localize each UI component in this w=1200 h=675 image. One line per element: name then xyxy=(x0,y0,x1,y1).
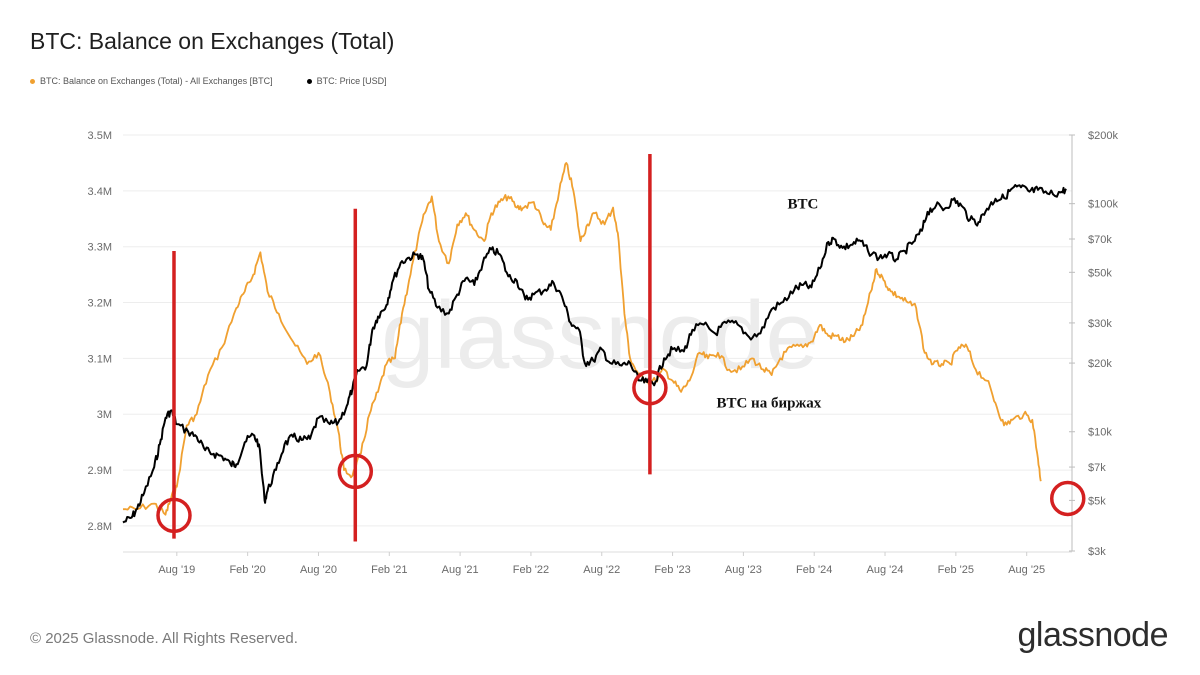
legend-label-balance: BTC: Balance on Exchanges (Total) - All … xyxy=(40,76,273,86)
y-right-tick-label: $7k xyxy=(1088,462,1106,474)
y-right-tick-label: $20k xyxy=(1088,358,1112,370)
y-right-tick-label: $10k xyxy=(1088,427,1112,439)
y-left-tick-label: 3.2M xyxy=(88,298,112,310)
y-left-tick-label: 3.1M xyxy=(88,353,112,365)
x-tick-label: Feb '24 xyxy=(796,564,832,576)
x-tick-label: Aug '24 xyxy=(867,564,904,576)
x-tick-label: Feb '22 xyxy=(513,564,549,576)
x-tick-label: Aug '21 xyxy=(442,564,479,576)
annotation-circle xyxy=(337,453,374,490)
y-right-tick-label: $200k xyxy=(1088,130,1118,142)
x-tick-label: Aug '25 xyxy=(1008,564,1045,576)
x-tick-label: Aug '23 xyxy=(725,564,762,576)
y-right-tick-label: $30k xyxy=(1088,318,1112,330)
copyright-text: © 2025 Glassnode. All Rights Reserved. xyxy=(30,630,298,647)
x-tick-label: Aug '22 xyxy=(583,564,620,576)
x-tick-label: Aug '19 xyxy=(158,564,195,576)
legend-dot-icon xyxy=(306,78,312,84)
chart-legend: BTC: Balance on Exchanges (Total) - All … xyxy=(30,76,387,86)
annotation-circle xyxy=(156,497,192,534)
legend-dot-icon xyxy=(30,78,35,84)
x-tick-label: Feb '20 xyxy=(229,564,265,576)
y-left-tick-label: 2.9M xyxy=(88,465,112,477)
annotation-label-btc-on-exchanges: BTC на биржах xyxy=(716,395,821,411)
legend-item-price[interactable]: BTC: Price [USD] xyxy=(306,76,387,86)
y-right-tick-label: $70k xyxy=(1088,234,1112,246)
x-tick-label: Aug '20 xyxy=(300,564,337,576)
annotation-label-btc: BTC xyxy=(787,197,818,213)
price-series-line xyxy=(122,184,1067,524)
chart-canvas: glassnode 2.8M2.9M3M3.1M3.2M3.3M3.4M3.5M… xyxy=(88,130,1119,576)
x-tick-label: Feb '25 xyxy=(938,564,974,576)
y-right-tick-label: $5k xyxy=(1088,495,1106,507)
annotation-circle xyxy=(1050,480,1086,517)
y-left-tick-label: 3M xyxy=(97,409,112,421)
y-right-tick-label: $100k xyxy=(1088,199,1118,211)
y-right-tick-label: $3k xyxy=(1088,546,1106,558)
chart-axes: 2.8M 2.9M 3M 3.1M 3.2M 3.3M 3.4M 3.5M $3k $5k $7k $… xyxy=(88,130,1119,576)
annotation-circle xyxy=(632,369,668,406)
page-title: BTC: Balance on Exchanges (Total) xyxy=(30,28,395,54)
y-right-tick-label: $50k xyxy=(1088,267,1112,279)
chart-grid xyxy=(123,134,1072,527)
chart-annotations: BTC BTC на биржах xyxy=(156,154,1086,542)
y-left-tick-label: 3.4M xyxy=(88,186,112,198)
y-left-tick-label: 3.5M xyxy=(88,130,112,142)
balance-series-line xyxy=(122,162,1042,516)
glassnode-logo[interactable]: glassnode xyxy=(1017,616,1168,654)
legend-label-price: BTC: Price [USD] xyxy=(316,76,387,86)
x-tick-label: Feb '21 xyxy=(371,564,407,576)
y-left-tick-label: 2.8M xyxy=(88,521,112,533)
legend-item-balance[interactable]: BTC: Balance on Exchanges (Total) - All … xyxy=(30,76,273,86)
chart-series xyxy=(122,162,1067,524)
y-left-tick-label: 3.3M xyxy=(88,242,112,254)
x-tick-label: Feb '23 xyxy=(654,564,690,576)
